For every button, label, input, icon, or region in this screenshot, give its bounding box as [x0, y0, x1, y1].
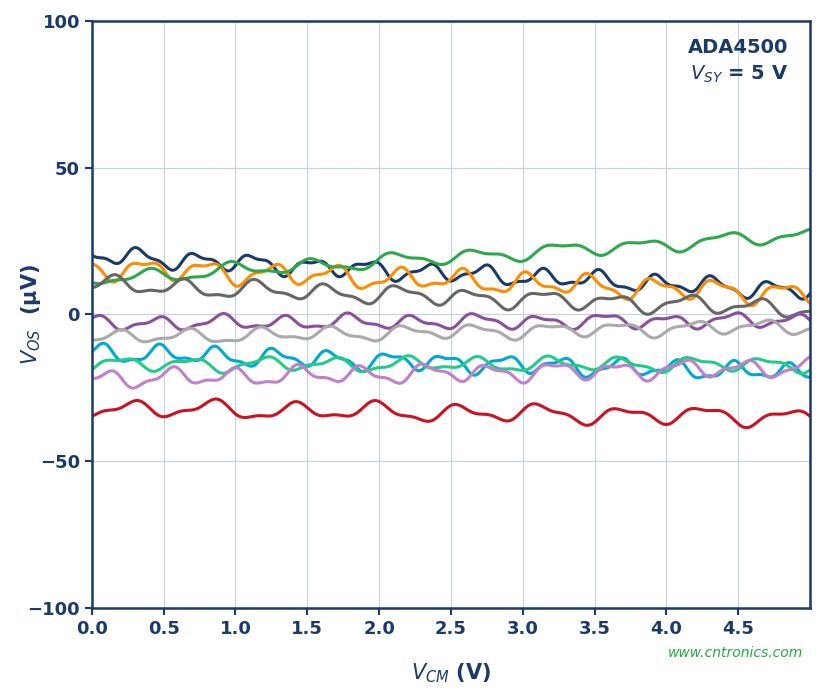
Text: ADA4500
$V_{SY}$ = 5 V: ADA4500 $V_{SY}$ = 5 V — [688, 39, 788, 85]
Text: $V_{CM}$ (V): $V_{CM}$ (V) — [411, 661, 491, 685]
Text: www.cntronics.com: www.cntronics.com — [667, 646, 802, 661]
Text: $V_{OS}$  (μV): $V_{OS}$ (μV) — [19, 264, 43, 365]
